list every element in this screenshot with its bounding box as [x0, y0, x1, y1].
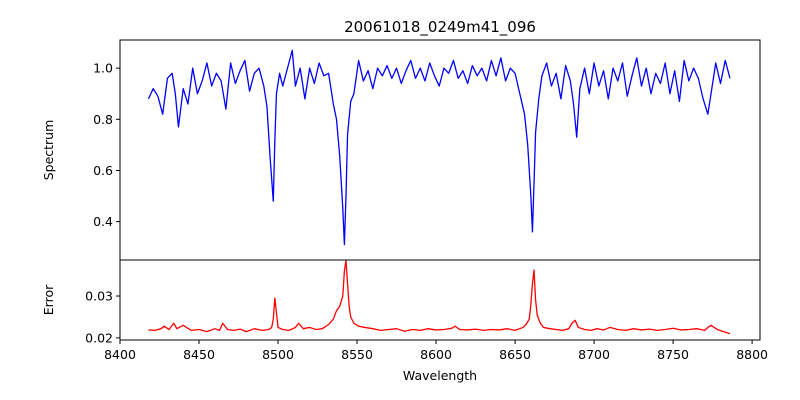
chart-title: 20061018_0249m41_096 [344, 18, 536, 37]
x-tick-label: 8650 [499, 347, 531, 362]
spectrum-series-line [147, 49, 731, 246]
error-axes-frame [119, 259, 761, 341]
error-panel: 0.02 0.03 8400 8450 8500 8550 8600 8650 8700 875… [41, 259, 768, 383]
x-tick-label: 8800 [736, 347, 768, 362]
x-tick-label: 8400 [104, 347, 136, 362]
error-x-ticks: 8400 8450 8500 8550 8600 8650 8700 8750 8800 [104, 340, 768, 362]
x-tick-label: 8600 [420, 347, 452, 362]
x-tick-label: 8550 [341, 347, 373, 362]
spectrum-y-ticks: 0.4 0.6 0.8 1.0 [93, 61, 120, 229]
error-y-ticks: 0.02 0.03 [85, 289, 120, 345]
y-tick-label: 0.4 [93, 214, 113, 229]
y-tick-label: 1.0 [93, 61, 113, 76]
spectrum-y-axis-label: Spectrum [41, 120, 56, 181]
y-tick-label: 0.8 [93, 112, 113, 127]
error-series-line [148, 259, 731, 335]
x-tick-label: 8750 [657, 347, 689, 362]
x-axis-label: Wavelength [403, 368, 477, 383]
y-tick-label: 0.03 [85, 289, 113, 304]
y-tick-label: 0.6 [93, 163, 113, 178]
y-tick-label: 0.02 [85, 330, 113, 345]
x-tick-label: 8450 [183, 347, 215, 362]
x-tick-label: 8700 [578, 347, 610, 362]
x-tick-label: 8500 [262, 347, 294, 362]
error-y-axis-label: Error [41, 284, 56, 315]
spectrum-panel: 0.4 0.6 0.8 1.0 Spectrum [41, 39, 761, 261]
